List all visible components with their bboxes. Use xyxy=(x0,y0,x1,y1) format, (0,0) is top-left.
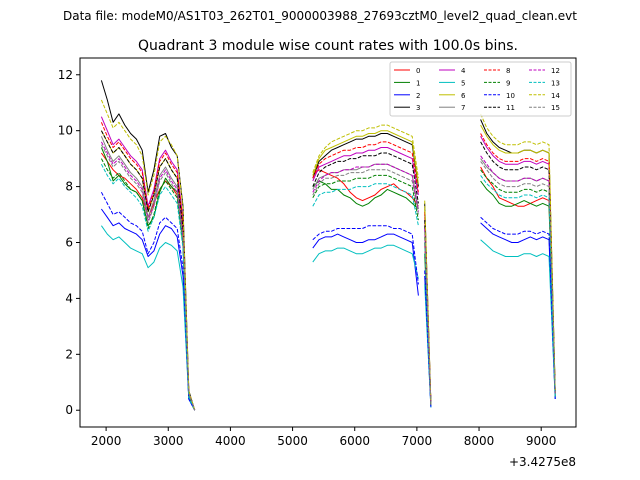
x-tick-label: 9000 xyxy=(526,434,557,448)
chart-suptitle: Data file: modeM0/AS1T03_262T01_90000039… xyxy=(63,9,577,23)
y-tick-label: 0 xyxy=(65,403,73,417)
series-line xyxy=(100,122,196,411)
x-tick-label: 7000 xyxy=(402,434,433,448)
series-line xyxy=(480,180,556,397)
series-line xyxy=(100,144,196,411)
series-4 xyxy=(100,116,556,411)
series-line xyxy=(480,239,556,400)
legend-label: 0 xyxy=(416,67,420,75)
series-line xyxy=(100,158,196,411)
series-line xyxy=(312,152,419,204)
legend-label: 11 xyxy=(506,104,515,112)
series-line xyxy=(480,133,556,394)
series-line xyxy=(312,169,419,207)
series-line xyxy=(100,163,196,411)
y-tick-label: 12 xyxy=(58,68,73,82)
legend-label: 7 xyxy=(461,104,465,112)
legend-label: 6 xyxy=(461,92,466,100)
series-0 xyxy=(100,152,556,411)
series-line xyxy=(480,169,556,397)
series-line xyxy=(312,141,419,193)
x-tick-label: 6000 xyxy=(339,434,370,448)
series-13 xyxy=(100,163,556,411)
legend-box xyxy=(389,61,572,117)
legend-label: 15 xyxy=(551,104,560,112)
y-tick-label: 4 xyxy=(65,291,73,305)
series-line xyxy=(100,80,196,411)
x-tick-label: 8000 xyxy=(464,434,495,448)
series-line xyxy=(312,147,419,196)
series-line xyxy=(480,161,556,394)
legend-label: 14 xyxy=(551,92,560,100)
legend-label: 12 xyxy=(551,67,560,75)
x-tick-label: 3000 xyxy=(153,434,184,448)
series-line xyxy=(480,155,556,394)
series-5 xyxy=(100,225,556,411)
series-line xyxy=(312,244,419,279)
series-line xyxy=(312,130,419,184)
legend-label: 13 xyxy=(551,79,560,87)
series-11 xyxy=(100,130,556,411)
legend-label: 10 xyxy=(506,92,515,100)
series-line xyxy=(480,141,556,394)
series-12 xyxy=(100,141,556,411)
series-line xyxy=(100,99,196,411)
series-line xyxy=(424,231,432,405)
series-line xyxy=(312,133,419,187)
legend-label: 3 xyxy=(416,104,420,112)
series-line xyxy=(312,124,419,179)
series-line xyxy=(480,216,556,400)
series-15 xyxy=(100,144,556,411)
series-line xyxy=(100,130,196,411)
series-line xyxy=(312,163,419,212)
y-axis: 0 2 4 6 8 10 12 xyxy=(58,68,80,417)
series-2 xyxy=(100,208,556,411)
chart-title: Quadrant 3 module wise count rates with … xyxy=(138,38,518,54)
legend-label: 2 xyxy=(416,92,420,100)
legend-label: 9 xyxy=(506,79,510,87)
series-line xyxy=(100,225,196,411)
series-9 xyxy=(100,158,556,411)
series-line xyxy=(312,225,419,285)
x-offset-label: +3.4275e8 xyxy=(509,455,576,469)
series-line xyxy=(312,233,419,296)
series-line xyxy=(312,174,419,221)
series-line xyxy=(100,191,196,411)
series-line xyxy=(480,136,556,394)
series-layer xyxy=(100,80,556,411)
legend-label: 5 xyxy=(461,79,465,87)
series-line xyxy=(100,141,196,411)
legend-label: 1 xyxy=(416,79,420,87)
series-line xyxy=(100,208,196,411)
series-line xyxy=(480,113,556,391)
x-tick-label: 5000 xyxy=(277,434,308,448)
series-line xyxy=(480,175,556,397)
legend-label: 4 xyxy=(461,67,466,75)
x-tick-label: 2000 xyxy=(91,434,122,448)
y-tick-label: 6 xyxy=(65,236,73,250)
series-line xyxy=(480,166,556,394)
series-14 xyxy=(100,99,556,411)
y-tick-label: 8 xyxy=(65,180,73,194)
series-line xyxy=(312,180,419,210)
legend-label: 8 xyxy=(506,67,510,75)
series-line xyxy=(312,183,419,226)
y-tick-label: 10 xyxy=(58,124,73,138)
series-line xyxy=(480,124,556,394)
x-axis: 2000 3000 4000 5000 6000 7000 8000 9000 xyxy=(91,427,557,448)
series-10 xyxy=(100,191,556,411)
series-line xyxy=(480,222,556,400)
y-tick-label: 2 xyxy=(65,347,73,361)
x-tick-label: 4000 xyxy=(215,434,246,448)
